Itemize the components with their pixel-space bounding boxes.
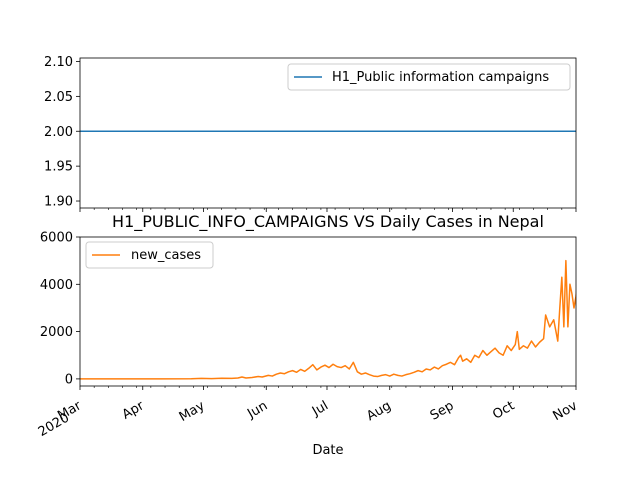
top-y-axis: 1.90 1.95 2.00 2.05 2.10	[44, 55, 80, 210]
top-y-tick-label: 2.00	[44, 125, 73, 140]
bottom-y-axis: 0 2000 4000 6000	[40, 231, 80, 387]
top-legend-frame	[287, 63, 571, 91]
x-tick-label: Jul	[309, 398, 331, 419]
top-y-tick-label: 1.95	[44, 160, 73, 175]
top-plot-frame	[79, 57, 577, 209]
bottom-y-tick-label: 6000	[40, 231, 73, 246]
top-legend-label: H1_Public information campaigns	[332, 70, 549, 85]
bottom-y-tick-label: 2000	[40, 325, 73, 340]
series-line-new-cases	[80, 259, 576, 380]
top-y-tick-label: 2.10	[44, 55, 73, 70]
bottom-y-tick-label: 0	[65, 372, 73, 387]
top-legend: H1_Public information campaigns	[287, 63, 571, 91]
chart-title: H1_PUBLIC_INFO_CAMPAIGNS VS Daily Cases …	[112, 212, 544, 232]
top-y-tick-label: 2.05	[44, 90, 73, 105]
top-subplot: 1.90 1.95 2.00 2.05 2.10 H1_Public informati…	[44, 55, 577, 212]
x-axis-label: Date	[312, 443, 343, 458]
bottom-legend-frame	[85, 241, 214, 269]
bottom-plot-frame	[79, 236, 577, 387]
top-y-tick-label: 1.90	[44, 195, 73, 210]
bottom-y-tick-label: 4000	[40, 278, 73, 293]
bottom-legend-label: new_cases	[131, 248, 201, 263]
bottom-legend: new_cases	[85, 241, 214, 269]
